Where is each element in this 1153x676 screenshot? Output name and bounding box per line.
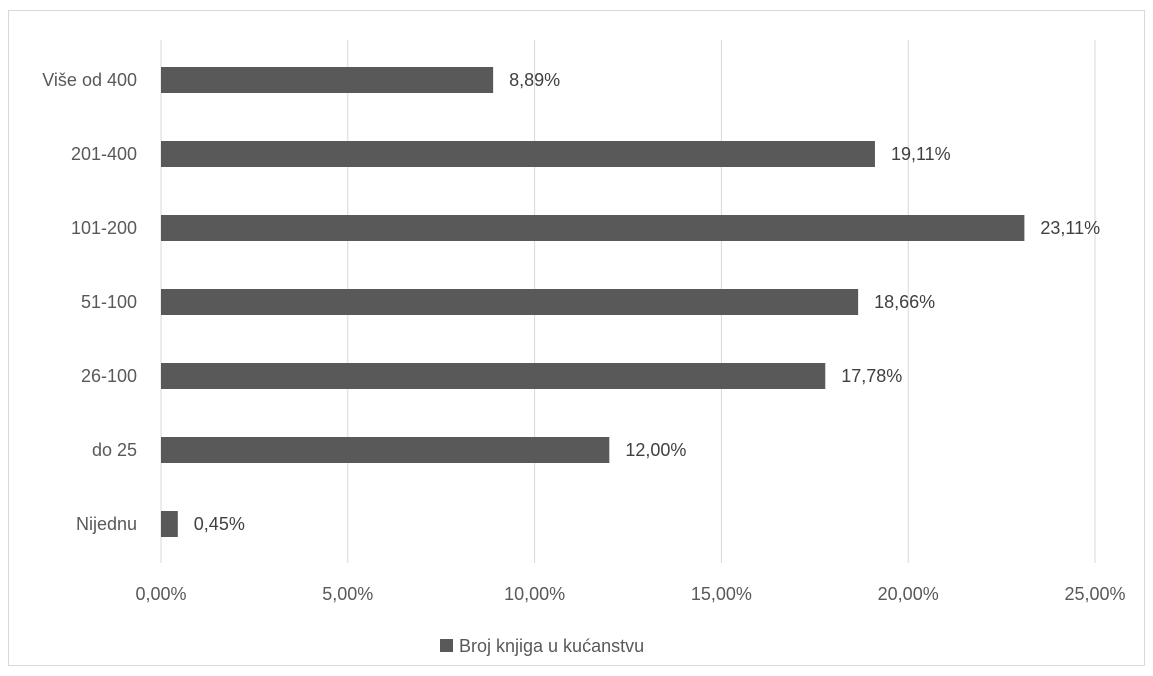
legend: Broj knjiga u kućanstvu xyxy=(440,636,644,656)
chart-frame xyxy=(8,10,1145,666)
data-label: 19,11% xyxy=(891,144,951,164)
bar xyxy=(161,289,859,315)
legend-label: Broj knjiga u kućanstvu xyxy=(459,636,644,656)
data-label: 18,66% xyxy=(874,292,935,312)
bar xyxy=(161,437,610,463)
bar xyxy=(161,511,178,537)
x-tick-label: 5,00% xyxy=(322,584,373,604)
category-label: Nijednu xyxy=(76,514,137,534)
x-tick-label: 10,00% xyxy=(504,584,565,604)
category-label: 101-200 xyxy=(71,218,137,238)
data-label: 0,45% xyxy=(194,514,245,534)
x-tick-label: 0,00% xyxy=(135,584,186,604)
category-label: 201-400 xyxy=(71,144,137,164)
category-axis: Nijednu do 25 26-100 51-100 101-200 201-400 Vi… xyxy=(42,70,137,534)
bar xyxy=(161,363,826,389)
category-label: do 25 xyxy=(92,440,137,460)
bar xyxy=(161,141,875,167)
data-label: 23,11% xyxy=(1040,218,1100,238)
legend-swatch xyxy=(440,639,453,652)
value-axis: 0,00% 5,00% 10,00% 15,00% 20,00% 25,00% xyxy=(135,584,1125,604)
data-label: 17,78% xyxy=(841,366,902,386)
x-tick-label: 25,00% xyxy=(1064,584,1125,604)
data-label: 8,89% xyxy=(509,70,560,90)
category-label: 51-100 xyxy=(81,292,137,312)
category-label: 26-100 xyxy=(81,366,137,386)
grid-layer xyxy=(160,40,1096,563)
x-tick-label: 20,00% xyxy=(878,584,939,604)
category-label: Više od 400 xyxy=(42,70,137,90)
bar xyxy=(161,67,494,93)
bar-layer: 0,45% 12,00% 17,78% 18,66% 23,11% 19,11% 8,89% xyxy=(161,67,1100,537)
x-tick-label: 15,00% xyxy=(691,584,752,604)
data-label: 12,00% xyxy=(625,440,686,460)
bar xyxy=(161,215,1025,241)
